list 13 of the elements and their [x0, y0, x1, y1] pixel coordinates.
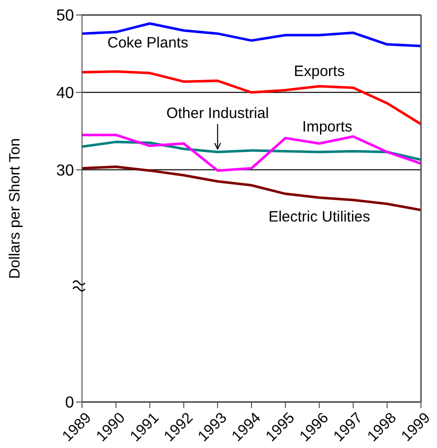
- line-series: [82, 134, 421, 172]
- series-label: Other Industrial: [166, 105, 269, 122]
- series-label: Electric Utilities: [268, 208, 370, 226]
- series-label: Coke Plants: [107, 34, 188, 52]
- line-series: [82, 22, 421, 48]
- y-tick-label: 0: [65, 394, 74, 412]
- y-tick-label: 30: [56, 162, 74, 180]
- series-label: Exports: [294, 63, 345, 80]
- y-axis-title: Dollars per Short Ton: [6, 138, 24, 279]
- series-label: Imports: [302, 118, 352, 136]
- line-series: [82, 165, 421, 212]
- y-tick-label: 40: [56, 85, 74, 102]
- y-tick-label: 50: [56, 8, 74, 25]
